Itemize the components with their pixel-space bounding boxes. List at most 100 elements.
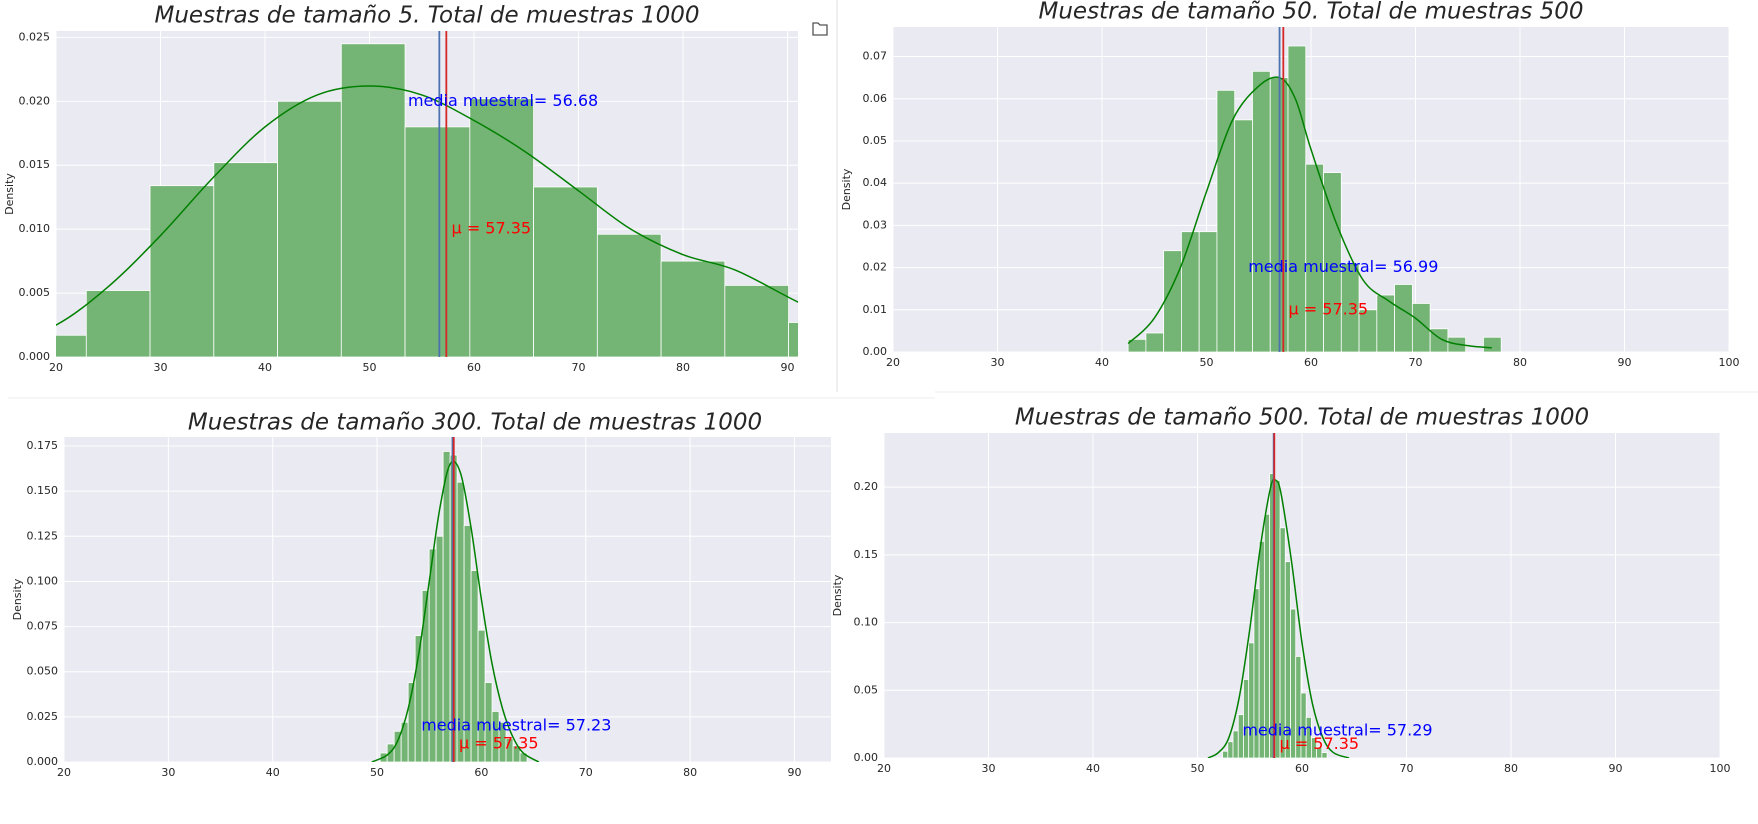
annotation: μ = 57.35 bbox=[1280, 734, 1360, 753]
x-tick-label: 30 bbox=[161, 766, 175, 779]
y-tick-label: 0.00 bbox=[854, 751, 879, 764]
y-tick-label: 0.125 bbox=[27, 529, 59, 542]
bar bbox=[1321, 752, 1328, 758]
kde-line bbox=[1207, 478, 1350, 758]
chart-title: Muestras de tamaño 300. Total de muestra… bbox=[188, 410, 762, 436]
annotation: media muestral= 56.99 bbox=[1248, 257, 1438, 276]
x-tick-label: 30 bbox=[982, 762, 996, 775]
x-tick-label: 60 bbox=[1304, 356, 1318, 369]
bar bbox=[404, 126, 471, 357]
x-tick-label: 40 bbox=[266, 766, 280, 779]
plot-area bbox=[1127, 27, 1502, 352]
bar bbox=[724, 285, 789, 357]
x-tick-label: 100 bbox=[1719, 356, 1740, 369]
x-tick-label: 50 bbox=[363, 361, 377, 374]
bar bbox=[1394, 284, 1413, 352]
bar bbox=[596, 233, 662, 357]
y-tick-label: 0.025 bbox=[27, 710, 59, 723]
bar bbox=[1232, 730, 1239, 758]
bar bbox=[1234, 119, 1253, 352]
chart: Muestras de tamaño 500. Total de muestra… bbox=[831, 405, 1731, 776]
bar bbox=[1483, 336, 1502, 352]
bar bbox=[1252, 70, 1271, 352]
y-tick-label: 0.025 bbox=[19, 30, 51, 43]
bar bbox=[1243, 679, 1250, 758]
bar bbox=[213, 162, 278, 357]
kde-line bbox=[1127, 76, 1492, 349]
x-tick-label: 100 bbox=[1710, 762, 1731, 775]
x-tick-label: 60 bbox=[1295, 762, 1309, 775]
bar bbox=[1227, 741, 1234, 758]
bar bbox=[149, 185, 215, 357]
bar bbox=[1323, 172, 1342, 352]
bar bbox=[421, 590, 430, 762]
annotation: media muestral= 57.23 bbox=[421, 715, 611, 734]
chart-title: Muestras de tamaño 500. Total de muestra… bbox=[1015, 405, 1589, 431]
y-tick-label: 0.15 bbox=[854, 548, 879, 561]
bar bbox=[1274, 479, 1281, 758]
x-tick-label: 70 bbox=[1409, 356, 1423, 369]
y-tick-label: 0.01 bbox=[863, 303, 888, 316]
x-tick-label: 40 bbox=[1086, 762, 1100, 775]
y-tick-label: 0.075 bbox=[27, 620, 59, 633]
y-axis-label: Density bbox=[831, 574, 844, 616]
y-tick-label: 0.020 bbox=[19, 94, 51, 107]
x-tick-label: 20 bbox=[886, 356, 900, 369]
y-tick-label: 0.05 bbox=[854, 683, 879, 696]
annotation: media muestral= 57.29 bbox=[1242, 720, 1432, 739]
y-tick-label: 0.000 bbox=[27, 755, 59, 768]
y-tick-label: 0.04 bbox=[863, 176, 888, 189]
y-tick-label: 0.100 bbox=[27, 574, 59, 587]
kde-line bbox=[56, 85, 798, 326]
x-tick-label: 70 bbox=[579, 766, 593, 779]
y-tick-label: 0.175 bbox=[27, 439, 59, 452]
x-tick-label: 90 bbox=[781, 361, 795, 374]
x-tick-label: 60 bbox=[474, 766, 488, 779]
bar bbox=[1198, 231, 1218, 352]
bar bbox=[1248, 642, 1255, 758]
y-tick-label: 0.03 bbox=[863, 218, 888, 231]
x-tick-label: 30 bbox=[991, 356, 1005, 369]
bar bbox=[1340, 262, 1360, 352]
bar bbox=[85, 290, 151, 357]
x-tick-label: 90 bbox=[1609, 762, 1623, 775]
x-tick-label: 70 bbox=[572, 361, 586, 374]
x-tick-label: 80 bbox=[1513, 356, 1527, 369]
plot-area bbox=[371, 437, 540, 762]
x-tick-label: 80 bbox=[683, 766, 697, 779]
bar bbox=[660, 260, 726, 357]
y-tick-label: 0.05 bbox=[863, 134, 888, 147]
folder-icon[interactable] bbox=[812, 22, 828, 36]
y-tick-label: 0.050 bbox=[27, 665, 59, 678]
y-tick-label: 0.010 bbox=[19, 222, 51, 235]
x-tick-label: 80 bbox=[1504, 762, 1518, 775]
annotation: μ = 57.35 bbox=[452, 219, 532, 238]
x-tick-label: 50 bbox=[1200, 356, 1214, 369]
x-tick-label: 20 bbox=[57, 766, 71, 779]
bar bbox=[469, 98, 534, 357]
y-axis-label: Density bbox=[3, 173, 16, 215]
y-tick-label: 0.10 bbox=[854, 616, 879, 629]
chart-title: Muestras de tamaño 50. Total de muestras… bbox=[1039, 0, 1584, 25]
y-axis-label: Density bbox=[840, 168, 853, 210]
bar bbox=[1145, 332, 1165, 352]
x-tick-label: 40 bbox=[1095, 356, 1109, 369]
y-tick-label: 0.005 bbox=[19, 286, 51, 299]
y-tick-label: 0.015 bbox=[19, 158, 51, 171]
x-tick-label: 80 bbox=[676, 361, 690, 374]
y-tick-label: 0.02 bbox=[863, 261, 888, 274]
y-axis-label: Density bbox=[11, 578, 24, 620]
y-tick-label: 0.07 bbox=[863, 50, 888, 63]
y-tick-label: 0.20 bbox=[854, 480, 879, 493]
plot-area bbox=[56, 31, 798, 357]
bar bbox=[1163, 250, 1182, 352]
bar bbox=[788, 322, 798, 357]
x-tick-label: 50 bbox=[370, 766, 384, 779]
y-tick-label: 0.150 bbox=[27, 484, 59, 497]
chart-title: Muestras de tamaño 5. Total de muestras … bbox=[155, 3, 700, 29]
x-tick-label: 70 bbox=[1400, 762, 1414, 775]
x-tick-label: 20 bbox=[877, 762, 891, 775]
x-tick-label: 40 bbox=[258, 361, 272, 374]
